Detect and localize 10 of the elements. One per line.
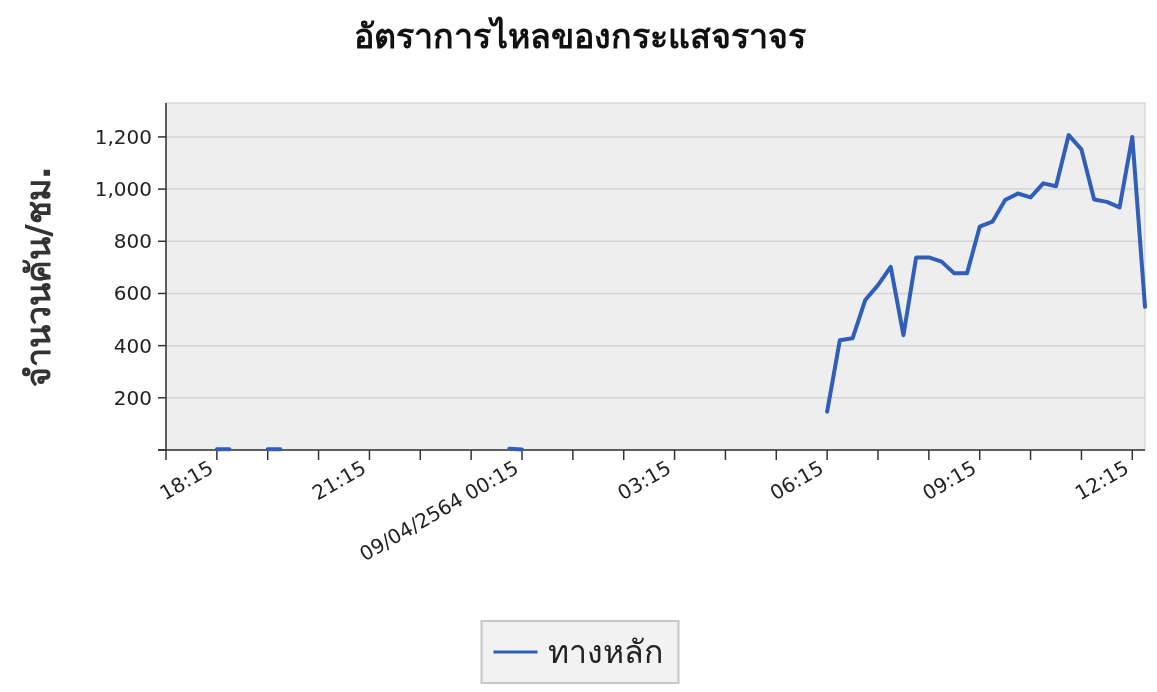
y-axis-title: จำนวนคัน/ชม.	[18, 166, 58, 387]
y-tick-label: 400	[113, 333, 152, 358]
y-tick-label: 200	[113, 385, 152, 410]
chart-title: อัตราการไหลของกระแสจราจร	[354, 16, 807, 56]
y-tick-label: 1,000	[94, 177, 152, 202]
y-tick-label: 1,200	[94, 124, 152, 149]
y-tick-label: 800	[113, 229, 152, 254]
legend: ทางหลัก	[480, 620, 680, 684]
y-tick-label: 600	[113, 281, 152, 306]
legend-label: ทางหลัก	[547, 633, 663, 671]
